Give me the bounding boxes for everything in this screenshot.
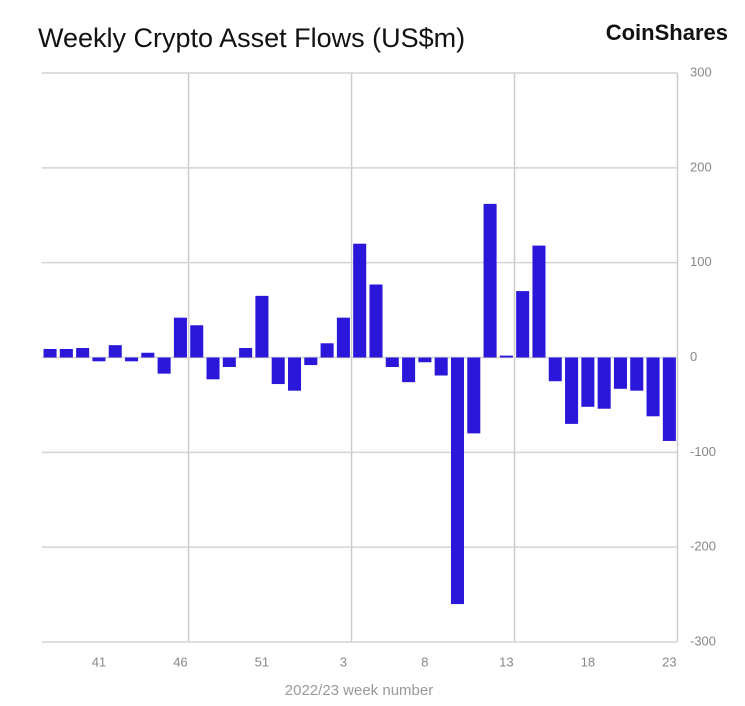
bar [532, 245, 546, 358]
bar [548, 357, 562, 382]
bar [353, 243, 367, 358]
bar [239, 348, 253, 358]
bar [222, 357, 236, 367]
y-tick-label: -300 [690, 633, 716, 648]
bar [646, 357, 660, 417]
bar [255, 295, 269, 358]
bar [483, 203, 497, 358]
bar [108, 345, 122, 358]
bar [630, 357, 644, 391]
bar [92, 357, 106, 362]
y-tick-label: 300 [690, 64, 712, 79]
x-tick-label: 51 [255, 654, 269, 669]
bar [418, 357, 432, 363]
bar [125, 357, 139, 362]
x-axis-label: 2022/23 week number [285, 682, 433, 699]
bar [516, 291, 530, 358]
bar [43, 348, 57, 358]
bar [336, 317, 350, 358]
bar [385, 357, 399, 367]
bar [565, 357, 579, 424]
bar [287, 357, 302, 391]
y-tick-label: -100 [690, 444, 716, 459]
bar [581, 357, 595, 407]
bar [76, 348, 90, 358]
x-tick-label: 41 [92, 654, 106, 669]
bar [271, 357, 285, 385]
x-tick-label: 13 [499, 654, 513, 669]
y-tick-label: -200 [690, 539, 716, 554]
y-tick-label: 100 [690, 254, 712, 269]
x-tick-label: 8 [421, 654, 428, 669]
bar [467, 357, 481, 434]
bar [206, 357, 220, 380]
y-tick-label: 0 [690, 349, 697, 364]
x-tick-label: 23 [662, 654, 676, 669]
bar [597, 357, 611, 409]
y-tick-label: 200 [690, 159, 712, 174]
brand: CoinShares [606, 20, 728, 45]
bar [369, 284, 383, 358]
bar [141, 352, 155, 358]
x-tick-label: 3 [340, 654, 347, 669]
x-tick-label: 46 [173, 654, 187, 669]
bar [320, 343, 334, 358]
chart-title: Weekly Crypto Asset Flows (US$m) [38, 23, 465, 53]
bar [450, 357, 465, 605]
bar [499, 355, 513, 358]
bar [173, 317, 187, 358]
bar [613, 357, 627, 389]
bar [304, 357, 318, 366]
bar [190, 325, 204, 358]
bar [157, 357, 171, 374]
bar [402, 357, 416, 383]
x-tick-label: 18 [581, 654, 595, 669]
bar [434, 357, 448, 376]
bar [59, 348, 73, 358]
bar [662, 357, 676, 441]
